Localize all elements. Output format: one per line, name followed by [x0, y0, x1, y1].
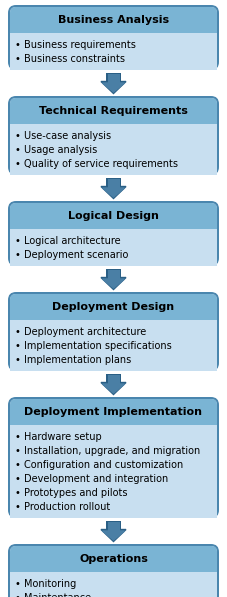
Text: • Usage analysis: • Usage analysis	[15, 145, 97, 155]
Bar	[10, 561, 217, 572]
FancyBboxPatch shape	[8, 5, 219, 70]
Bar	[10, 320, 217, 371]
Bar	[10, 309, 217, 320]
Bar	[10, 414, 217, 425]
Bar	[10, 229, 217, 266]
FancyBboxPatch shape	[10, 546, 217, 572]
Text: • Production rollout: • Production rollout	[15, 502, 110, 512]
Text: Logical Design: Logical Design	[68, 211, 159, 221]
FancyBboxPatch shape	[8, 201, 219, 266]
Text: Operations: Operations	[79, 554, 148, 564]
FancyBboxPatch shape	[10, 294, 217, 320]
Text: • Hardware setup: • Hardware setup	[15, 432, 102, 442]
FancyBboxPatch shape	[10, 546, 217, 597]
FancyBboxPatch shape	[10, 7, 217, 68]
Text: • Business requirements: • Business requirements	[15, 40, 136, 50]
Polygon shape	[103, 384, 124, 393]
FancyBboxPatch shape	[10, 98, 217, 173]
Bar	[10, 572, 217, 597]
Text: Business Analysis: Business Analysis	[58, 15, 169, 25]
FancyBboxPatch shape	[10, 203, 217, 264]
Polygon shape	[103, 531, 124, 540]
Polygon shape	[101, 278, 126, 290]
Bar	[108, 74, 119, 83]
Bar	[106, 374, 121, 384]
Bar	[106, 521, 121, 531]
Bar	[10, 218, 217, 229]
Text: • Installation, upgrade, and migration: • Installation, upgrade, and migration	[15, 446, 200, 456]
FancyBboxPatch shape	[10, 399, 217, 516]
Text: • Monitoring: • Monitoring	[15, 579, 76, 589]
Text: • Implementation plans: • Implementation plans	[15, 355, 131, 365]
Text: • Deployment architecture: • Deployment architecture	[15, 327, 146, 337]
Bar	[106, 269, 121, 279]
Bar	[10, 425, 217, 518]
FancyBboxPatch shape	[10, 399, 217, 425]
FancyBboxPatch shape	[8, 96, 219, 175]
Bar	[106, 177, 121, 188]
Text: • Implementation specifications: • Implementation specifications	[15, 341, 172, 351]
Text: • Business constraints: • Business constraints	[15, 54, 125, 64]
Bar	[106, 72, 121, 83]
Text: Technical Requirements: Technical Requirements	[39, 106, 188, 116]
Text: • Use-case analysis: • Use-case analysis	[15, 131, 111, 141]
Bar	[108, 270, 119, 279]
FancyBboxPatch shape	[8, 397, 219, 518]
Polygon shape	[101, 82, 126, 94]
Text: • Configuration and customization: • Configuration and customization	[15, 460, 183, 470]
Bar	[108, 522, 119, 531]
Text: • Quality of service requirements: • Quality of service requirements	[15, 159, 178, 169]
FancyBboxPatch shape	[10, 7, 217, 33]
Polygon shape	[101, 530, 126, 541]
Bar	[108, 179, 119, 188]
Text: • Maintentance: • Maintentance	[15, 593, 91, 597]
Polygon shape	[103, 83, 124, 92]
FancyBboxPatch shape	[10, 294, 217, 369]
Polygon shape	[101, 383, 126, 395]
Bar	[108, 375, 119, 384]
Text: Deployment Implementation: Deployment Implementation	[25, 407, 202, 417]
FancyBboxPatch shape	[8, 544, 219, 597]
Text: • Logical architecture: • Logical architecture	[15, 236, 121, 246]
FancyBboxPatch shape	[10, 98, 217, 124]
Bar	[10, 124, 217, 175]
Polygon shape	[103, 188, 124, 197]
FancyBboxPatch shape	[10, 203, 217, 229]
FancyBboxPatch shape	[8, 292, 219, 371]
Polygon shape	[103, 279, 124, 288]
Bar	[10, 33, 217, 70]
Text: • Prototypes and pilots: • Prototypes and pilots	[15, 488, 128, 498]
Text: • Development and integration: • Development and integration	[15, 474, 168, 484]
Bar	[10, 22, 217, 33]
Text: • Deployment scenario: • Deployment scenario	[15, 250, 128, 260]
Polygon shape	[101, 186, 126, 198]
Text: Deployment Design: Deployment Design	[52, 302, 175, 312]
Bar	[10, 113, 217, 124]
